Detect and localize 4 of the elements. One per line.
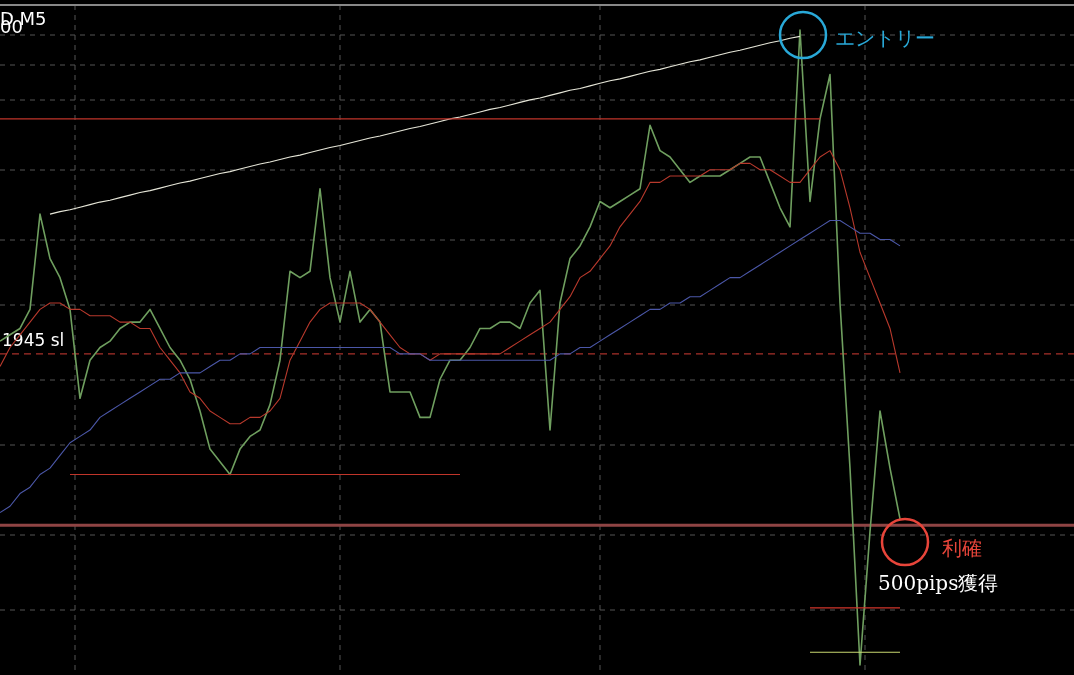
ref-line-label: 1945 sl bbox=[2, 329, 65, 350]
text: 利確 bbox=[942, 536, 982, 560]
annotation: エントリー bbox=[835, 26, 935, 50]
annotation: 500pips獲得 bbox=[878, 571, 999, 595]
